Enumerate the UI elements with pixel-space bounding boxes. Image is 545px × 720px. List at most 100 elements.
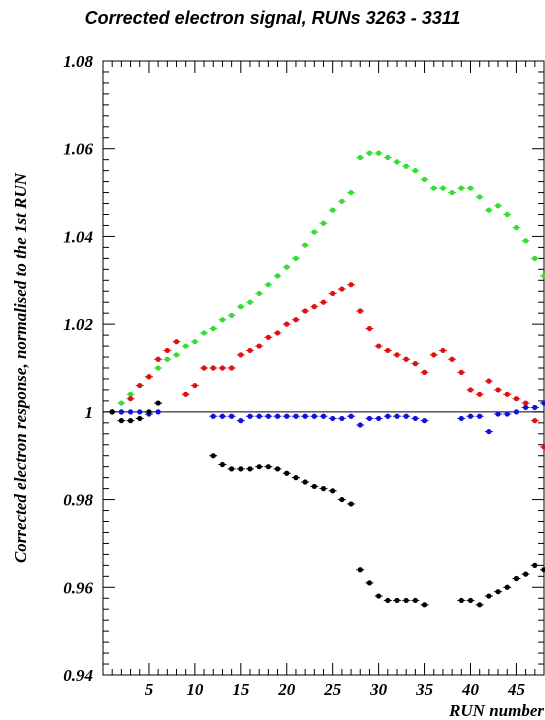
data-point — [192, 339, 198, 345]
data-point — [394, 413, 400, 419]
data-point — [486, 207, 492, 213]
data-point — [523, 400, 529, 406]
data-point — [311, 483, 317, 490]
x-tick-label: 25 — [323, 680, 342, 699]
data-point — [339, 198, 345, 204]
data-point — [229, 466, 235, 472]
data-point — [238, 352, 244, 358]
data-point — [284, 264, 290, 270]
data-point — [421, 176, 428, 183]
data-point — [477, 413, 483, 419]
data-point — [467, 413, 474, 419]
data-point — [183, 391, 189, 397]
x-tick-label: 5 — [145, 680, 154, 699]
data-point — [394, 159, 400, 165]
y-tick-label: 1.06 — [63, 140, 93, 159]
data-point — [137, 415, 143, 422]
data-point — [431, 352, 437, 358]
chart-title: Corrected electron signal, RUNs 3263 - 3… — [84, 8, 461, 28]
data-point — [311, 229, 317, 235]
data-point — [421, 602, 428, 608]
y-tick-label: 1.02 — [63, 315, 93, 334]
data-point — [532, 255, 538, 261]
data-point — [376, 150, 382, 156]
data-point — [265, 413, 271, 419]
data-point — [293, 475, 299, 481]
data-point — [293, 317, 299, 323]
data-point — [467, 387, 474, 393]
data-point — [412, 597, 418, 604]
data-point — [541, 273, 545, 279]
data-point — [366, 415, 373, 422]
data-point — [385, 597, 391, 604]
data-point — [467, 597, 474, 604]
data-point — [348, 413, 354, 419]
data-point — [320, 486, 327, 492]
data-point — [431, 185, 437, 191]
data-point — [284, 413, 290, 419]
axis-ticks — [103, 60, 544, 676]
data-point — [137, 382, 143, 389]
data-point — [173, 352, 180, 358]
data-point — [403, 356, 409, 362]
y-tick-label: 0.98 — [63, 491, 93, 510]
data-point — [523, 571, 529, 577]
data-point — [376, 415, 382, 422]
data-point — [320, 220, 327, 226]
data-point — [183, 343, 189, 349]
y-tick-label: 1.08 — [63, 52, 93, 71]
data-point — [330, 207, 336, 213]
data-point — [513, 575, 520, 582]
data-point — [229, 312, 235, 318]
data-point — [412, 361, 418, 367]
data-point — [219, 413, 226, 419]
data-point — [210, 325, 216, 332]
data-point — [376, 593, 382, 599]
data-point — [495, 589, 501, 595]
data-point — [366, 580, 373, 586]
data-point — [265, 464, 271, 470]
data-point — [311, 413, 317, 419]
data-point — [495, 411, 501, 417]
data-point — [256, 343, 262, 349]
data-point — [385, 413, 391, 419]
y-axis-label: Corrected electron response, normalised … — [11, 172, 30, 563]
data-point — [339, 286, 345, 292]
data-point — [173, 339, 180, 345]
data-point — [201, 365, 207, 371]
data-point — [523, 404, 529, 411]
data-point — [302, 479, 308, 485]
data-point — [403, 413, 409, 419]
data-point — [127, 409, 134, 415]
data-point — [302, 242, 308, 248]
data-point — [440, 185, 446, 191]
data-point — [385, 347, 391, 354]
data-point — [541, 444, 545, 450]
data-point — [265, 282, 271, 288]
data-point — [467, 185, 474, 191]
data-point — [311, 304, 317, 310]
data-point — [274, 273, 281, 279]
data-point — [495, 203, 501, 209]
data-point — [127, 391, 134, 397]
data-points — [108, 150, 545, 608]
data-point — [339, 496, 345, 503]
data-point — [504, 211, 510, 218]
data-point — [348, 282, 354, 288]
data-point — [229, 413, 235, 419]
data-point — [284, 321, 290, 327]
data-point — [247, 413, 253, 419]
data-point — [412, 168, 418, 174]
data-point — [210, 413, 216, 419]
data-point — [339, 415, 345, 422]
data-point — [330, 488, 336, 494]
data-point — [394, 352, 400, 358]
data-point — [155, 356, 161, 362]
plot-frame — [102, 60, 545, 676]
data-point — [302, 413, 308, 419]
data-point — [274, 330, 281, 336]
x-axis-label: RUN number — [448, 701, 544, 720]
data-point — [357, 422, 363, 428]
data-point — [320, 299, 327, 305]
data-point — [127, 396, 134, 402]
